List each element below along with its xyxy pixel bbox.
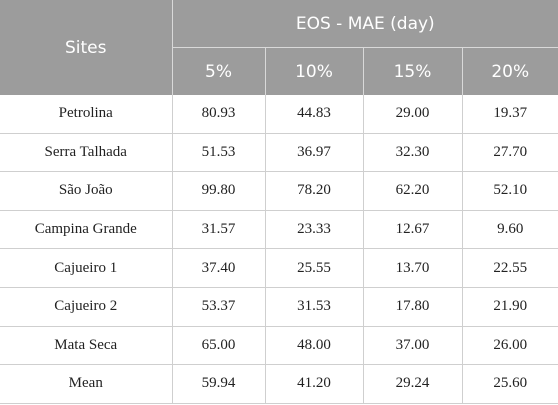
table-row: Cajueiro 1 37.40 25.55 13.70 22.55 [0, 248, 558, 288]
site-cell: Petrolina [0, 95, 172, 134]
table-row: Cajueiro 2 53.37 31.53 17.80 21.90 [0, 287, 558, 327]
value-cell: 29.24 [362, 364, 462, 404]
table-row: Petrolina 80.93 44.83 29.00 19.37 [0, 95, 558, 134]
value-cell: 25.60 [461, 364, 558, 404]
value-cell: 22.55 [461, 248, 558, 288]
site-cell: Serra Talhada [0, 133, 172, 173]
header-cell: 20% [461, 47, 558, 95]
value-cell: 32.30 [362, 133, 462, 173]
value-cell: 12.67 [362, 210, 462, 250]
value-cell: 37.00 [362, 326, 462, 366]
header-cell: EOS - MAE (day) [171, 0, 558, 48]
value-cell: 9.60 [461, 210, 558, 250]
value-cell: 59.94 [171, 364, 265, 404]
value-cell: 78.20 [264, 171, 363, 211]
value-cell: 65.00 [171, 326, 265, 366]
value-cell: 44.83 [264, 95, 363, 134]
table-row: Serra Talhada 51.53 36.97 32.30 27.70 [0, 133, 558, 173]
value-cell: 99.80 [171, 171, 265, 211]
header-cell: 15% [362, 47, 462, 95]
site-cell: São João [0, 171, 172, 211]
site-cell: Cajueiro 1 [0, 248, 172, 288]
value-cell: 62.20 [362, 171, 462, 211]
value-cell: 52.10 [461, 171, 558, 211]
value-cell: 26.00 [461, 326, 558, 366]
value-cell: 80.93 [171, 95, 265, 134]
value-cell: 19.37 [461, 95, 558, 134]
value-cell: 48.00 [264, 326, 363, 366]
table-row: Mata Seca 65.00 48.00 37.00 26.00 [0, 326, 558, 366]
value-cell: 25.55 [264, 248, 363, 288]
value-cell: 21.90 [461, 287, 558, 327]
header-cell: Sites [0, 0, 172, 95]
value-cell: 27.70 [461, 133, 558, 173]
table-row: Mean 59.94 41.20 29.24 25.60 [0, 364, 558, 404]
site-cell: Cajueiro 2 [0, 287, 172, 327]
value-cell: 53.37 [171, 287, 265, 327]
value-cell: 51.53 [171, 133, 265, 173]
site-cell: Mean [0, 364, 172, 404]
header-row: Sites EOS - MAE (day) [0, 0, 558, 95]
site-cell: Campina Grande [0, 210, 172, 250]
value-cell: 13.70 [362, 248, 462, 288]
value-cell: 41.20 [264, 364, 363, 404]
value-cell: 17.80 [362, 287, 462, 327]
header-cell: 10% [264, 47, 363, 95]
value-cell: 29.00 [362, 95, 462, 134]
table-row: Campina Grande 31.57 23.33 12.67 9.60 [0, 210, 558, 250]
header-cell: 5% [171, 47, 265, 95]
table-row: São João 99.80 78.20 62.20 52.10 [0, 171, 558, 211]
value-cell: 31.57 [171, 210, 265, 250]
value-cell: 31.53 [264, 287, 363, 327]
site-cell: Mata Seca [0, 326, 172, 366]
value-cell: 37.40 [171, 248, 265, 288]
value-cell: 36.97 [264, 133, 363, 173]
table-body: Petrolina 80.93 44.83 29.00 19.37 Serra Talha… [0, 95, 558, 404]
value-cell: 23.33 [264, 210, 363, 250]
header-row: 5% 10% 15% 20% [0, 47, 558, 95]
